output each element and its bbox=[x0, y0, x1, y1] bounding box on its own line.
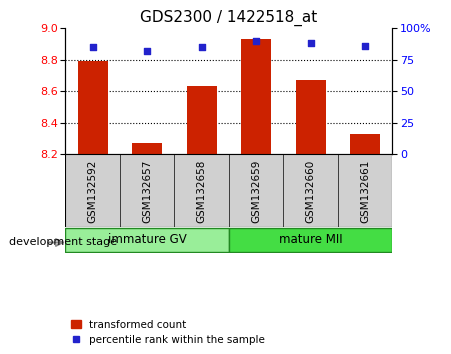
Point bbox=[362, 43, 369, 49]
Point bbox=[89, 44, 96, 50]
Text: GSM132659: GSM132659 bbox=[251, 160, 261, 223]
Bar bbox=[187, 86, 216, 154]
Text: GSM132660: GSM132660 bbox=[306, 160, 316, 223]
Legend: transformed count, percentile rank within the sample: transformed count, percentile rank withi… bbox=[71, 320, 265, 345]
Point bbox=[198, 44, 205, 50]
Text: GSM132657: GSM132657 bbox=[142, 160, 152, 223]
Bar bbox=[241, 39, 271, 154]
Point bbox=[143, 48, 151, 54]
Text: GSM132658: GSM132658 bbox=[197, 160, 207, 223]
Text: mature MII: mature MII bbox=[279, 233, 342, 246]
Bar bbox=[78, 61, 108, 154]
Text: immature GV: immature GV bbox=[108, 233, 187, 246]
Bar bbox=[132, 143, 162, 154]
Text: development stage: development stage bbox=[9, 238, 117, 247]
Point bbox=[307, 41, 314, 46]
Text: GSM132661: GSM132661 bbox=[360, 160, 370, 223]
Bar bbox=[296, 80, 326, 154]
Text: GSM132592: GSM132592 bbox=[87, 160, 98, 223]
Point bbox=[253, 38, 260, 44]
Title: GDS2300 / 1422518_at: GDS2300 / 1422518_at bbox=[140, 9, 318, 25]
Bar bbox=[229, 228, 392, 252]
Bar bbox=[350, 133, 380, 154]
Bar bbox=[65, 228, 229, 252]
